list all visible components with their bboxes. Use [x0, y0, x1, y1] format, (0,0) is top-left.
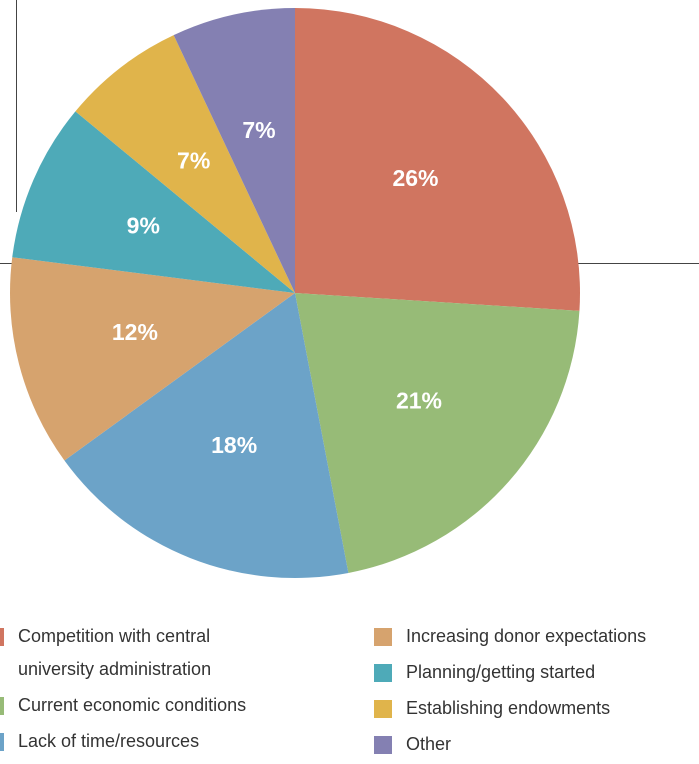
pie-slice [295, 8, 580, 311]
legend-label: Planning/getting started [406, 662, 596, 682]
legend-swatch [0, 628, 4, 646]
slice-label: 21% [396, 387, 442, 413]
legend-swatch [374, 700, 392, 718]
legend-item: Increasing donor expectations [374, 620, 694, 653]
legend-item: Planning/getting started [374, 656, 694, 689]
pie-slice [173, 8, 295, 293]
legend-swatch [374, 736, 392, 754]
legend-item: Lack of time/resources [0, 725, 286, 758]
legend-label: Other [406, 734, 452, 754]
pie-slice [295, 293, 580, 573]
slice-label: 18% [211, 432, 257, 458]
pie-slice [75, 35, 296, 293]
legend-label: Current economic conditions [18, 695, 247, 715]
slice-label: 9% [127, 212, 160, 238]
legend: Competition with central university admi… [0, 620, 286, 761]
legend-swatch [374, 628, 392, 646]
legend-item: Other [374, 728, 694, 761]
pie-slice [10, 257, 296, 461]
legend-label: Competition with central university admi… [18, 626, 212, 679]
legend-label: Lack of time/resources [18, 731, 200, 751]
legend-swatch [0, 733, 4, 751]
legend-item: Competition with central university admi… [0, 620, 286, 686]
slice-label: 12% [112, 319, 158, 345]
legend-label: Establishing endowments [406, 698, 611, 718]
legend-item: Establishing endowments [374, 692, 694, 725]
chart: 26% 21% 18% 12% 9% 7% 7% [0, 0, 699, 578]
legend-item: Current economic conditions [0, 689, 286, 722]
legend-swatch [374, 664, 392, 682]
legend-swatch [0, 697, 4, 715]
pie-slice [12, 111, 295, 293]
legend-label: Increasing donor expectations [406, 626, 647, 646]
slice-label: 26% [392, 165, 438, 191]
slice-label: 7% [242, 117, 275, 143]
legend: Increasing donor expectations Planning/ge… [374, 620, 694, 764]
pie [10, 8, 580, 578]
pie-slice [64, 293, 349, 578]
slice-label: 7% [177, 147, 210, 173]
